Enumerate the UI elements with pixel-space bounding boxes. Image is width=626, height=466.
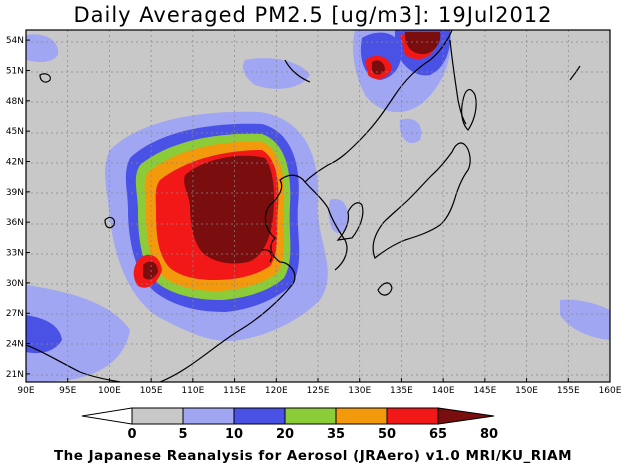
lat-lon-grid xyxy=(26,30,610,382)
longitude-ticks: 90E 95E 100E 105E 110E 115E 120E 125E 130E 135E 14… xyxy=(17,378,622,396)
colorbar-over-triangle xyxy=(437,407,495,425)
colorbar: 0 5 10 20 35 50 65 80 xyxy=(81,407,498,442)
credit-text: The Japanese Reanalysis for Aerosol (JRA… xyxy=(53,448,573,464)
lon-tick-label: 105E xyxy=(140,386,163,396)
lon-tick-label: 145E xyxy=(473,386,496,396)
colorbar-segment xyxy=(182,407,235,425)
lon-tick-label: 115E xyxy=(223,386,246,396)
lon-tick-label: 120E xyxy=(265,386,288,396)
lon-tick-label: 95E xyxy=(59,386,76,396)
contour-80-plus xyxy=(143,32,441,280)
lon-tick-label: 140E xyxy=(432,386,455,396)
lat-tick-label: 36N xyxy=(6,218,24,228)
colorbar-under-triangle xyxy=(81,407,133,425)
lat-tick-label: 51N xyxy=(6,66,24,76)
colorbar-segment xyxy=(233,407,286,425)
lat-tick-label: 33N xyxy=(6,249,24,259)
lat-tick-label: 48N xyxy=(6,97,24,107)
colorbar-label: 35 xyxy=(327,427,345,442)
lon-tick-label: 160E xyxy=(599,386,622,396)
colorbar-segment xyxy=(335,407,388,425)
colorbar-label: 20 xyxy=(276,427,294,442)
lon-tick-label: 135E xyxy=(390,386,413,396)
lat-tick-label: 39N xyxy=(6,188,24,198)
lon-tick-label: 90E xyxy=(17,386,34,396)
lon-tick-label: 100E xyxy=(98,386,121,396)
concentration-field xyxy=(26,30,610,382)
colorbar-label: 10 xyxy=(225,427,243,442)
latitude-ticks: 21N 24N 27N 30N 33N 36N 39N 42N 45N 48N 51N 54N xyxy=(6,36,30,380)
lat-tick-label: 45N xyxy=(6,127,24,137)
coastlines xyxy=(26,30,581,382)
lon-tick-label: 150E xyxy=(515,386,538,396)
lon-tick-label: 125E xyxy=(307,386,330,396)
lat-tick-label: 42N xyxy=(6,157,24,167)
colorbar-label: 50 xyxy=(378,427,396,442)
lat-tick-label: 24N xyxy=(6,340,24,350)
lat-tick-label: 27N xyxy=(6,309,24,319)
lon-tick-label: 110E xyxy=(181,386,204,396)
colorbar-label: 80 xyxy=(480,427,498,442)
lat-tick-label: 30N xyxy=(6,279,24,289)
colorbar-label: 5 xyxy=(178,427,187,442)
lat-tick-label: 21N xyxy=(6,370,24,380)
colorbar-segment xyxy=(131,407,184,425)
colorbar-label: 0 xyxy=(127,427,136,442)
lat-tick-label: 54N xyxy=(6,36,24,46)
lon-tick-label: 130E xyxy=(348,386,371,396)
colorbar-label: 65 xyxy=(429,427,447,442)
colorbar-segment xyxy=(386,407,439,425)
colorbar-segment xyxy=(284,407,337,425)
lon-tick-label: 155E xyxy=(557,386,580,396)
map-title: Daily Averaged PM2.5 [ug/m3]: 19Jul2012 xyxy=(73,3,553,27)
